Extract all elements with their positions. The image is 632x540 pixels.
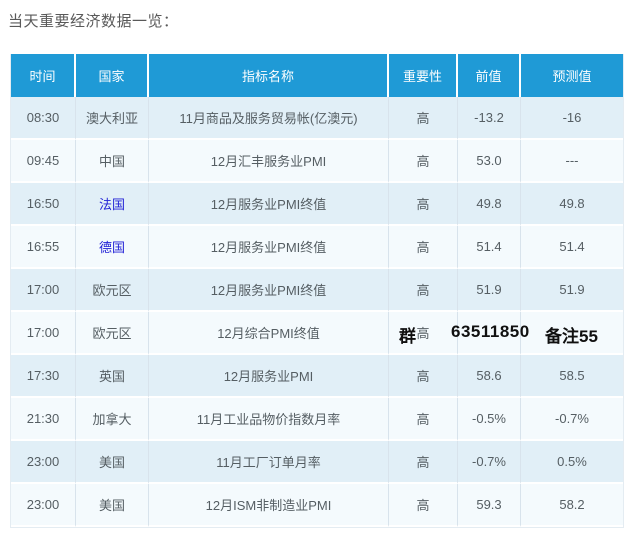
column-header-indicator: 指标名称: [149, 54, 389, 97]
country-label: 加拿大: [92, 412, 132, 427]
page-title: 当天重要经济数据一览：: [8, 13, 179, 30]
time-cell: 09:45: [11, 140, 76, 183]
importance-cell: 高: [389, 183, 458, 226]
time-cell: 16:55: [11, 226, 76, 269]
table-row: 09:45 中国 12月汇丰服务业PMI 高 53.0 ---: [11, 140, 623, 183]
previous-cell: 49.8: [458, 183, 521, 226]
table-row: 17:00 欧元区 12月综合PMI终值 高: [11, 312, 623, 355]
country-cell: 德国: [76, 226, 149, 269]
column-header-importance: 重要性: [389, 54, 458, 97]
forecast-cell: 49.8: [521, 183, 623, 226]
previous-cell: 51.9: [458, 269, 521, 312]
importance-cell: 高: [389, 97, 458, 140]
indicator-cell: 11月商品及服务贸易帐(亿澳元): [149, 97, 389, 140]
forecast-cell: -16: [521, 97, 623, 140]
previous-cell: [458, 312, 521, 355]
column-header-forecast: 预测值: [521, 54, 623, 97]
column-header-previous: 前值: [458, 54, 521, 97]
previous-cell: 59.3: [458, 484, 521, 527]
indicator-cell: 12月服务业PMI终值: [149, 226, 389, 269]
indicator-cell: 12月汇丰服务业PMI: [149, 140, 389, 183]
table-row: 21:30 加拿大 11月工业品物价指数月率 高 -0.5% -0.7%: [11, 398, 623, 441]
table-header: 时间 国家 指标名称 重要性 前值 预测值: [11, 54, 623, 97]
previous-cell: -13.2: [458, 97, 521, 140]
time-cell: 08:30: [11, 97, 76, 140]
indicator-cell: 12月ISM非制造业PMI: [149, 484, 389, 527]
forecast-cell: [521, 312, 623, 355]
country-cell: 澳大利亚: [76, 97, 149, 140]
previous-cell: 51.4: [458, 226, 521, 269]
forecast-cell: 58.2: [521, 484, 623, 527]
country-label: 欧元区: [92, 283, 132, 298]
table-row: 16:55 德国 12月服务业PMI终值 高 51.4 51.4: [11, 226, 623, 269]
country-cell: 中国: [76, 140, 149, 183]
previous-cell: -0.7%: [458, 441, 521, 484]
importance-cell: 高: [389, 226, 458, 269]
forecast-cell: 58.5: [521, 355, 623, 398]
table-body: 08:30 澳大利亚 11月商品及服务贸易帐(亿澳元) 高 -13.2 -16 …: [11, 97, 623, 527]
indicator-cell: 12月服务业PMI终值: [149, 269, 389, 312]
indicator-cell: 12月服务业PMI: [149, 355, 389, 398]
previous-cell: -0.5%: [458, 398, 521, 441]
country-label: 欧元区: [92, 326, 132, 341]
country-cell: 美国: [76, 441, 149, 484]
country-cell: 欧元区: [76, 312, 149, 355]
country-link[interactable]: 法国: [98, 197, 125, 212]
table-row: 08:30 澳大利亚 11月商品及服务贸易帐(亿澳元) 高 -13.2 -16: [11, 97, 623, 140]
country-label: 美国: [98, 498, 125, 513]
previous-cell: 53.0: [458, 140, 521, 183]
economic-data-table-wrap: 时间 国家 指标名称 重要性 前值 预测值 08:30 澳大利亚 11月商品及服…: [10, 54, 624, 528]
forecast-cell: 51.4: [521, 226, 623, 269]
column-header-country: 国家: [76, 54, 149, 97]
time-cell: 23:00: [11, 441, 76, 484]
forecast-cell: -0.7%: [521, 398, 623, 441]
country-cell: 英国: [76, 355, 149, 398]
economic-data-table: 时间 国家 指标名称 重要性 前值 预测值 08:30 澳大利亚 11月商品及服…: [10, 54, 624, 528]
time-cell: 23:00: [11, 484, 76, 527]
indicator-cell: 12月综合PMI终值: [149, 312, 389, 355]
table-row: 23:00 美国 11月工厂订单月率 高 -0.7% 0.5%: [11, 441, 623, 484]
column-header-time: 时间: [11, 54, 76, 97]
forecast-cell: 51.9: [521, 269, 623, 312]
country-cell: 欧元区: [76, 269, 149, 312]
importance-cell: 高: [389, 140, 458, 183]
country-label: 澳大利亚: [85, 111, 138, 126]
country-label: 英国: [98, 369, 125, 384]
country-link[interactable]: 德国: [98, 240, 125, 255]
table-row: 16:50 法国 12月服务业PMI终值 高 49.8 49.8: [11, 183, 623, 226]
country-label: 中国: [98, 154, 125, 169]
indicator-cell: 12月服务业PMI终值: [149, 183, 389, 226]
importance-cell: 高: [389, 484, 458, 527]
country-label: 美国: [98, 455, 125, 470]
time-cell: 16:50: [11, 183, 76, 226]
table-row: 17:00 欧元区 12月服务业PMI终值 高 51.9 51.9: [11, 269, 623, 312]
importance-cell: 高: [389, 355, 458, 398]
country-cell: 法国: [76, 183, 149, 226]
indicator-cell: 11月工业品物价指数月率: [149, 398, 389, 441]
country-cell: 加拿大: [76, 398, 149, 441]
time-cell: 17:00: [11, 312, 76, 355]
country-cell: 美国: [76, 484, 149, 527]
importance-cell: 高: [389, 398, 458, 441]
forecast-cell: ---: [521, 140, 623, 183]
time-cell: 17:00: [11, 269, 76, 312]
table-row: 23:00 美国 12月ISM非制造业PMI 高 59.3 58.2: [11, 484, 623, 527]
previous-cell: 58.6: [458, 355, 521, 398]
importance-cell: 高: [389, 441, 458, 484]
importance-cell: 高: [389, 269, 458, 312]
importance-cell: 高: [389, 312, 458, 355]
table-row: 17:30 英国 12月服务业PMI 高 58.6 58.5: [11, 355, 623, 398]
forecast-cell: 0.5%: [521, 441, 623, 484]
time-cell: 21:30: [11, 398, 76, 441]
indicator-cell: 11月工厂订单月率: [149, 441, 389, 484]
time-cell: 17:30: [11, 355, 76, 398]
